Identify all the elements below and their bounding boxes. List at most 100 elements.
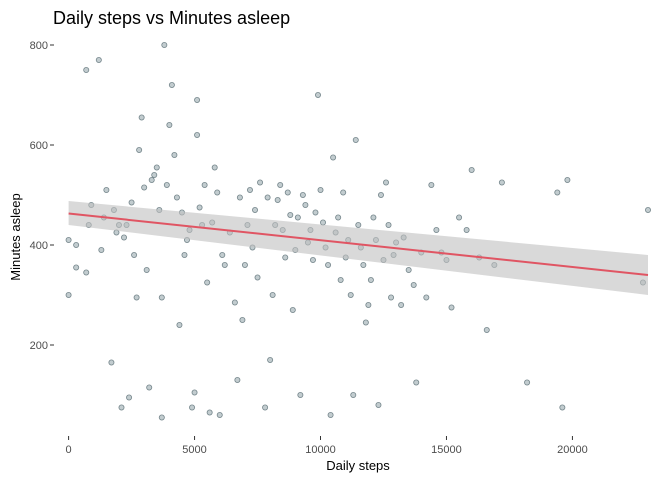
data-point [433,226,440,233]
y-tick-label: 200 [30,340,48,352]
data-point [314,92,321,99]
x-tick-label: 10000 [305,444,336,456]
data-point [204,279,211,286]
data-point [267,356,274,363]
data-point [219,251,226,258]
data-point [350,391,357,398]
data-point [201,181,208,188]
data-point [645,206,652,213]
data-point [370,214,377,221]
data-point [330,154,337,161]
data-point [294,214,301,221]
chart-title: Daily steps vs Minutes asleep [53,8,290,28]
data-point [413,379,420,386]
data-point [181,251,188,258]
data-point [289,306,296,313]
data-point [214,189,221,196]
data-point [264,194,271,201]
data-point [377,191,384,198]
data-point [234,376,241,383]
data-point [559,404,566,411]
data-point [312,209,319,216]
data-point [221,261,228,268]
data-point [405,266,412,273]
data-point [483,326,490,333]
data-point [118,404,125,411]
data-point [254,274,261,281]
x-tick-label: 5000 [182,444,206,456]
data-point [317,186,324,193]
data-point [355,221,362,228]
data-point [274,196,281,203]
data-point [360,261,367,268]
data-point [191,389,198,396]
data-point [448,304,455,311]
data-point [65,291,72,298]
data-point [388,294,395,301]
data-point [347,291,354,298]
data-point [98,246,105,253]
data-point [173,194,180,201]
data-point [262,404,269,411]
data-point [284,189,291,196]
data-point [103,186,110,193]
data-point [498,179,505,186]
data-point [340,189,347,196]
data-point [564,176,571,183]
data-point [352,136,359,143]
data-point [297,391,304,398]
x-axis: 0 5000 10000 15000 20000 [66,436,588,456]
data-point [83,269,90,276]
data-point [456,214,463,221]
data-point [410,281,417,288]
data-point [302,201,309,208]
data-point [282,254,289,261]
data-point [206,409,213,416]
data-point [337,276,344,283]
data-point [158,414,165,421]
data-point [95,57,102,64]
data-point [146,384,153,391]
data-point [554,189,561,196]
data-point [131,251,138,258]
data-point [327,411,334,418]
data-point [141,184,148,191]
data-point [83,67,90,74]
data-point [108,359,115,366]
data-point [299,191,306,198]
data-point [171,151,178,158]
data-point [236,194,243,201]
data-point [246,186,253,193]
data-point [163,181,170,188]
data-point [423,294,430,301]
y-tick-label: 600 [30,140,48,152]
data-point [320,219,327,226]
data-point [196,204,203,211]
data-point [365,301,372,308]
data-point [325,261,332,268]
data-point [383,179,390,186]
data-point [73,241,80,248]
data-point [136,146,143,153]
data-point [148,176,155,183]
data-point [335,214,342,221]
data-point [121,234,128,241]
data-point [252,206,259,213]
data-point [166,122,173,129]
data-point [143,266,150,273]
data-point [468,166,475,173]
data-point [189,404,196,411]
data-point [151,171,158,178]
data-point [257,179,264,186]
data-point [176,321,183,328]
data-point [287,211,294,218]
data-point [161,42,168,49]
x-axis-label: Daily steps [326,458,390,473]
confidence-band [68,201,648,295]
y-axis: 200 400 600 800 [30,40,54,352]
data-point [153,164,160,171]
data-point [428,181,435,188]
data-point [168,82,175,89]
data-point [269,291,276,298]
